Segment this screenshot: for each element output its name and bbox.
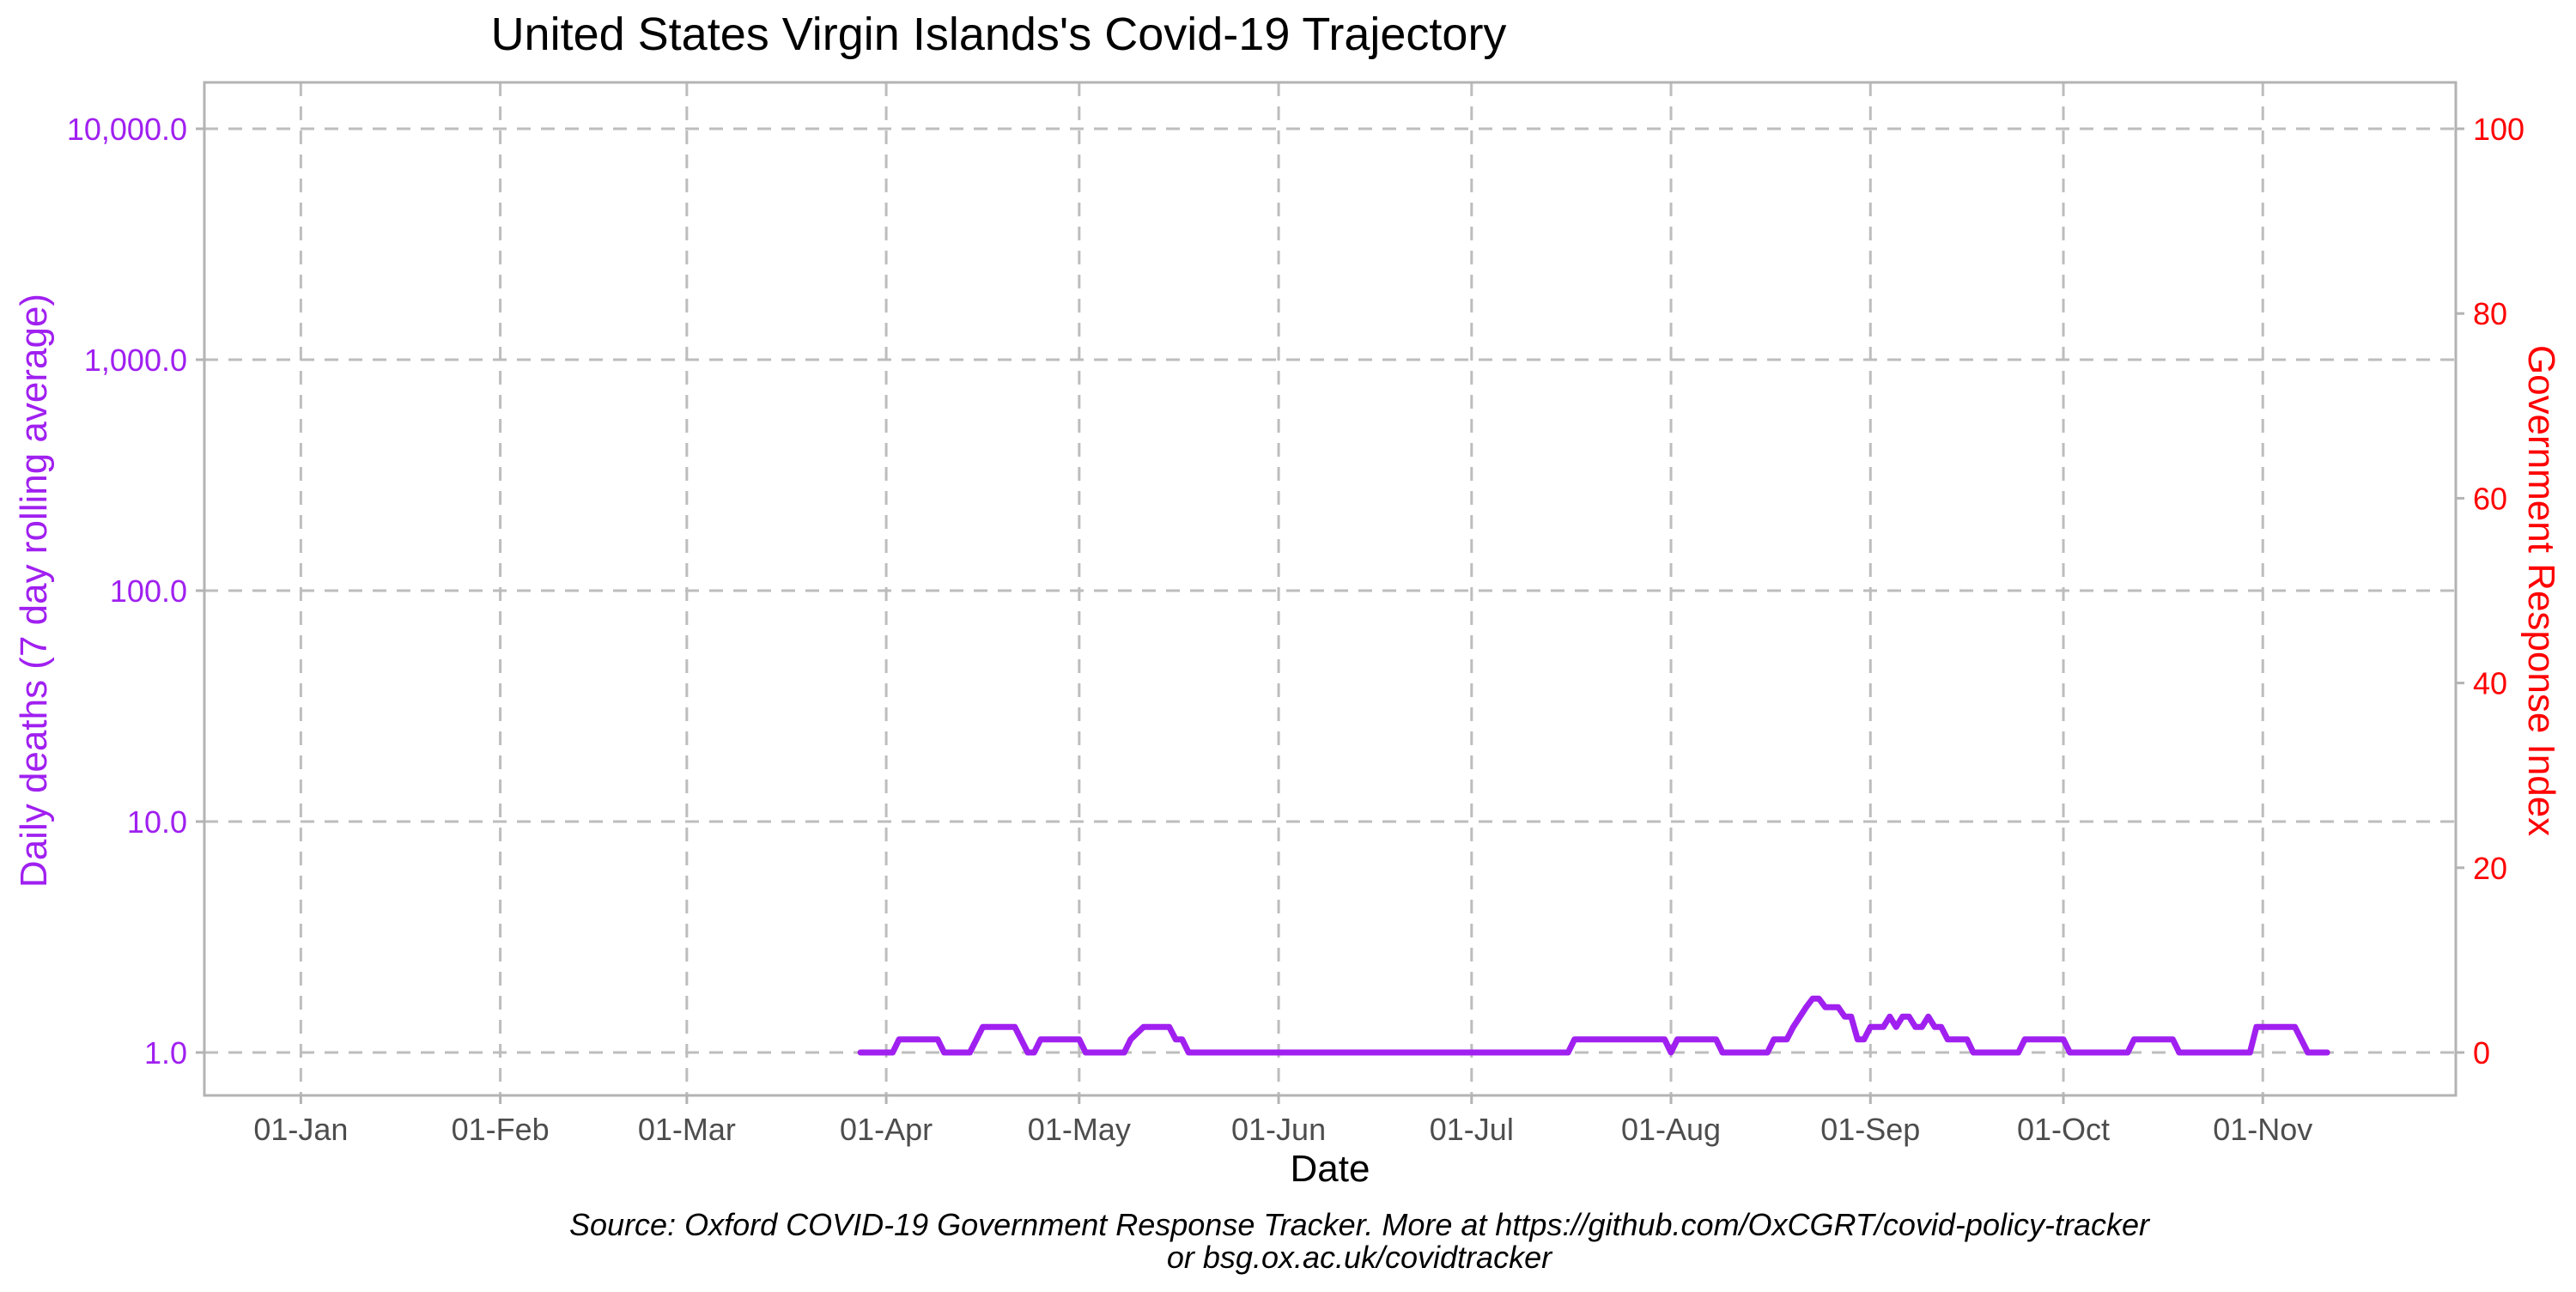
- x-tick-label: 01-Apr: [840, 1112, 933, 1147]
- x-tick-label: 01-Aug: [1621, 1112, 1721, 1147]
- y-right-tick-label: 0: [2473, 1035, 2490, 1071]
- chart-title: United States Virgin Islands's Covid-19 …: [491, 9, 1507, 60]
- y-right-tick-label: 80: [2473, 296, 2507, 331]
- x-tick-label: 01-Jan: [253, 1112, 348, 1147]
- y-right-tick-label: 60: [2473, 481, 2507, 516]
- x-tick-label: 01-Feb: [452, 1112, 550, 1147]
- y-axis-left-title: Daily deaths (7 day rolling average): [13, 294, 55, 888]
- x-axis-title: Date: [1291, 1148, 1370, 1190]
- x-tick-label: 01-Jun: [1231, 1112, 1326, 1147]
- source-caption-line-1: Source: Oxford COVID-19 Government Respo…: [569, 1207, 2151, 1242]
- grid-layer: [204, 82, 2456, 1095]
- ticks-layer: 1.0 10.0 100.0 1,000.0 10,000.0 0 20 40 60 80 100 0…: [67, 112, 2524, 1147]
- y-left-tick-label: 10.0: [127, 804, 187, 840]
- x-tick-label: 01-May: [1028, 1112, 1131, 1147]
- source-caption-line-2: or bsg.ox.ac.uk/covidtracker: [1167, 1240, 1553, 1275]
- y-left-tick-label: 10,000.0: [67, 112, 187, 147]
- daily-deaths-series-line: [857, 995, 2330, 1056]
- y-right-tick-label: 20: [2473, 851, 2507, 886]
- x-tick-label: 01-Nov: [2213, 1112, 2312, 1147]
- y-right-tick-label: 100: [2473, 112, 2524, 147]
- y-axis-right-title: Government Response Index: [2520, 345, 2562, 836]
- x-tick-label: 01-Jul: [1430, 1112, 1514, 1147]
- y-left-tick-label: 1,000.0: [84, 343, 187, 378]
- x-tick-label: 01-Sep: [1820, 1112, 1920, 1147]
- plot-frame: [203, 81, 2458, 1097]
- y-left-tick-label: 100.0: [110, 573, 187, 609]
- y-left-tick-label: 1.0: [144, 1035, 187, 1071]
- series-layer: [857, 995, 2330, 1056]
- x-tick-label: 01-Oct: [2017, 1112, 2110, 1147]
- x-tick-label: 01-Mar: [638, 1112, 736, 1147]
- y-right-tick-label: 40: [2473, 666, 2507, 701]
